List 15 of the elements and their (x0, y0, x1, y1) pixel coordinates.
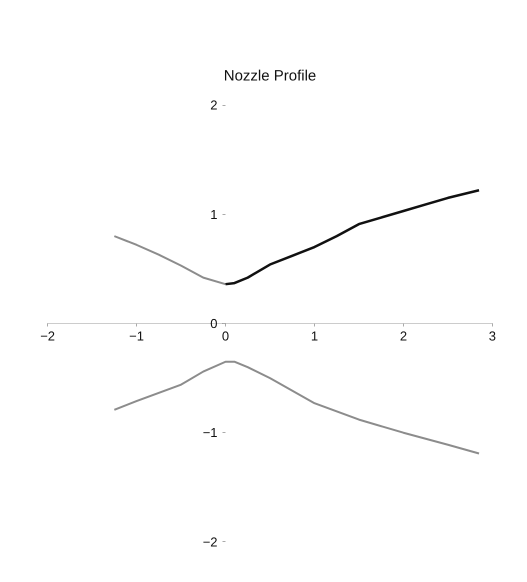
line-series (113, 360, 480, 454)
x-tick-label: 1 (310, 328, 318, 344)
y-tick-label: −2 (202, 534, 218, 550)
x-tick-label: −1 (129, 328, 144, 344)
y-tick-label: 0 (210, 316, 218, 331)
x-tick-label: 0 (222, 328, 230, 344)
chart-title: Nozzle Profile (224, 68, 316, 84)
y-tick-label: 2 (210, 98, 218, 113)
x-tick-label: 2 (400, 328, 408, 344)
y-tick-label: −1 (202, 425, 218, 440)
line-series (113, 235, 227, 286)
x-tick-label: 3 (488, 328, 496, 344)
line-series (224, 189, 480, 286)
x-tick-label: −2 (40, 328, 56, 344)
y-tick-label: 1 (210, 206, 218, 222)
